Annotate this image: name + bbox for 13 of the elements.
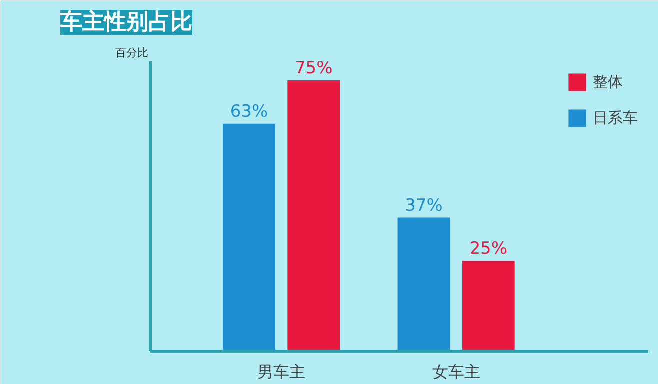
data-label: 25% (470, 239, 508, 260)
y-axis-title: 百分比 (116, 46, 148, 60)
x-tick-label: 男车主 (258, 362, 306, 382)
chart-title: 车主性别占比 (60, 9, 192, 35)
legend-label: 日系车 (593, 108, 638, 128)
bar (462, 261, 515, 352)
bar (288, 80, 340, 352)
x-tick-label: 女车主 (432, 362, 480, 382)
data-label: 63% (230, 102, 268, 122)
bar (223, 124, 276, 352)
bar (398, 218, 450, 352)
data-label: 37% (405, 196, 443, 216)
legend-label: 整体 (593, 72, 623, 92)
